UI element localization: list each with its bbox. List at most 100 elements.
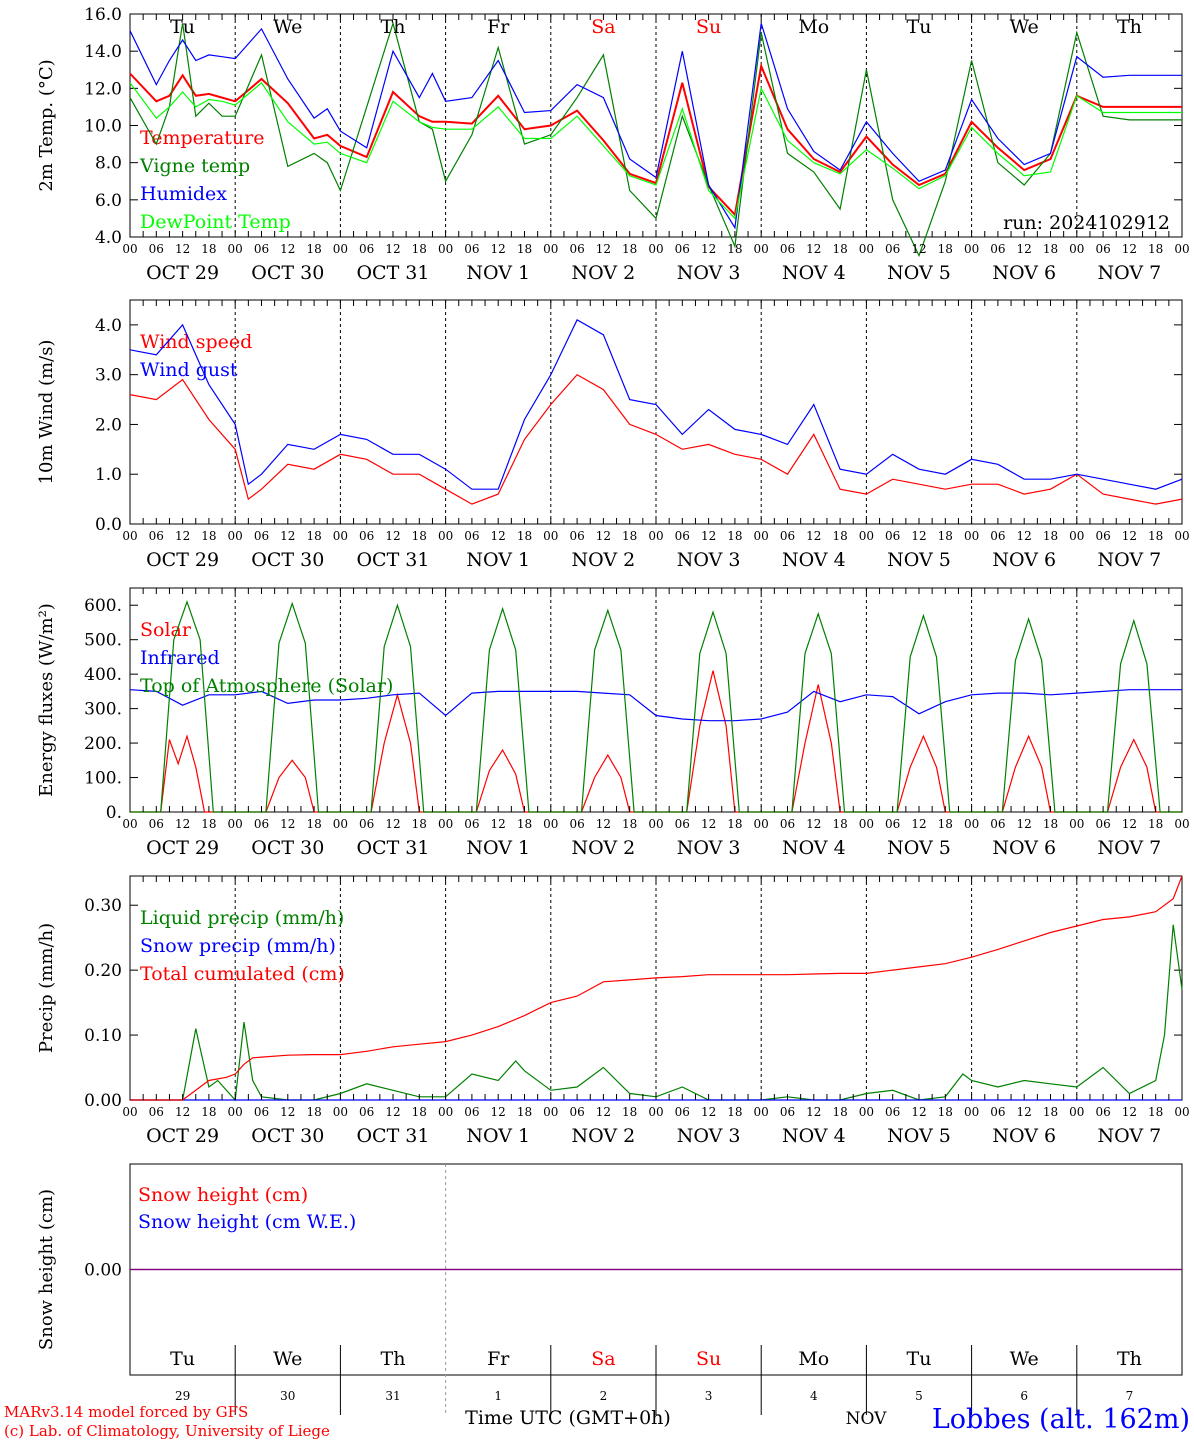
- hour-label: 12: [280, 1105, 295, 1119]
- hour-label: 00: [543, 242, 558, 256]
- y-tick-label: 400.: [84, 665, 122, 685]
- hour-label: 00: [964, 817, 979, 831]
- day-name-bottom: Th: [1117, 1348, 1142, 1370]
- hour-label: 06: [885, 242, 900, 256]
- y-tick-label: 0.20: [84, 961, 122, 981]
- hour-label: 12: [1017, 529, 1032, 543]
- hour-label: 00: [438, 242, 453, 256]
- hour-label: 18: [1043, 1105, 1058, 1119]
- hour-label: 18: [727, 1105, 742, 1119]
- y-tick-label: 0.30: [84, 896, 122, 916]
- series-line-humidex: [129, 23, 1182, 230]
- legend-entry: Vigne temp: [139, 155, 250, 177]
- y-tick-label: 600.: [84, 596, 122, 616]
- hour-label: 06: [149, 242, 164, 256]
- series-line-total-cumulated-cm-: [130, 875, 1183, 1101]
- hour-label: 18: [1148, 529, 1163, 543]
- legend-entry: Liquid precip (mm/h): [140, 907, 344, 929]
- station-label: Lobbes (alt. 162m): [932, 1404, 1190, 1435]
- hour-label: 12: [1017, 817, 1032, 831]
- hour-label: 12: [1122, 529, 1137, 543]
- hour-label: 12: [385, 1105, 400, 1119]
- legend-entry: Snow height (cm): [138, 1184, 308, 1206]
- panel-3: 0.00 0.10 0.20 0.30 Precip (mm/h) Liquid prec…: [36, 875, 1183, 1111]
- y-axis-label: Energy fluxes (W/m²): [36, 603, 57, 797]
- hour-label: 06: [1095, 817, 1110, 831]
- hour-label: 06: [254, 1105, 269, 1119]
- hour-label: 00: [859, 529, 874, 543]
- hour-label: 00: [648, 817, 663, 831]
- hour-label: 18: [622, 817, 637, 831]
- hour-label: 18: [832, 817, 847, 831]
- hour-label: 18: [517, 1105, 532, 1119]
- day-number: 4: [810, 1389, 818, 1403]
- legend-entry: Temperature: [140, 127, 264, 149]
- hour-label: 06: [675, 242, 690, 256]
- date-label: NOV 7: [1098, 1125, 1162, 1147]
- hour-label: 00: [859, 817, 874, 831]
- legend-entry: Total cumulated (cm): [140, 963, 345, 985]
- hour-label: 06: [885, 529, 900, 543]
- y-tick-label: 12.0: [84, 79, 122, 99]
- date-label: NOV 3: [677, 262, 741, 284]
- hour-label: 00: [228, 1105, 243, 1119]
- hour-label: 12: [385, 242, 400, 256]
- day-name-bottom: Su: [696, 1348, 721, 1370]
- hour-label: 06: [990, 1105, 1005, 1119]
- day-name-top: We: [1010, 16, 1039, 38]
- y-tick-label: 10.0: [84, 117, 122, 137]
- hour-label: 12: [596, 242, 611, 256]
- hour-label: 18: [517, 529, 532, 543]
- hour-label: 12: [911, 1105, 926, 1119]
- hour-label: 18: [622, 1105, 637, 1119]
- date-label: OCT 30: [251, 262, 324, 284]
- hour-label: 12: [280, 529, 295, 543]
- date-label: OCT 29: [146, 1125, 219, 1147]
- hour-label: 00: [228, 242, 243, 256]
- y-tick-label: 1.0: [95, 465, 122, 485]
- hour-label: 18: [201, 242, 216, 256]
- hour-label: 00: [648, 242, 663, 256]
- y-tick-label: 8.0: [95, 154, 122, 174]
- y-tick-label: 100.: [84, 769, 122, 789]
- hour-label: 00: [122, 529, 137, 543]
- day-name-bottom: We: [273, 1348, 302, 1370]
- hour-label: 18: [832, 1105, 847, 1119]
- hour-label: 06: [464, 242, 479, 256]
- hour-label: 12: [701, 817, 716, 831]
- hour-label: 00: [859, 242, 874, 256]
- hour-label: 18: [832, 242, 847, 256]
- date-label: NOV 5: [887, 262, 951, 284]
- date-label: NOV 6: [992, 837, 1056, 859]
- x-axis-title: Time UTC (GMT+0h): [465, 1407, 671, 1429]
- hour-label: 18: [1148, 242, 1163, 256]
- hour-label: 06: [464, 529, 479, 543]
- hour-label: 00: [1069, 817, 1084, 831]
- hour-label: 12: [806, 817, 821, 831]
- hour-label: 00: [333, 817, 348, 831]
- y-tick-label: 0.0: [95, 515, 122, 535]
- date-label: NOV 4: [782, 262, 846, 284]
- hour-label: 00: [964, 1105, 979, 1119]
- hour-label: 18: [1043, 242, 1058, 256]
- date-label: OCT 29: [146, 549, 219, 571]
- date-label: NOV 3: [677, 837, 741, 859]
- date-label: NOV 5: [887, 1125, 951, 1147]
- hour-label: 00: [543, 817, 558, 831]
- hour-label: 06: [569, 1105, 584, 1119]
- hour-label: 00: [438, 529, 453, 543]
- hour-label: 18: [201, 1105, 216, 1119]
- hour-label: 06: [359, 817, 374, 831]
- hour-label: 06: [254, 529, 269, 543]
- date-label: NOV 2: [572, 549, 636, 571]
- y-tick-label: 16.0: [84, 5, 122, 25]
- day-name-bottom: We: [1010, 1348, 1039, 1370]
- run-label: run: 2024102912: [1003, 212, 1170, 234]
- hour-label: 18: [412, 817, 427, 831]
- hour-label: 12: [1017, 242, 1032, 256]
- panel-4: 0.00 Snow height (cm) Snow height (cm) Snow…: [36, 1163, 1183, 1415]
- hour-label: 18: [517, 817, 532, 831]
- day-name-bottom: Sa: [591, 1348, 615, 1370]
- y-tick-label: 3.0: [95, 366, 122, 386]
- hour-label: 18: [727, 242, 742, 256]
